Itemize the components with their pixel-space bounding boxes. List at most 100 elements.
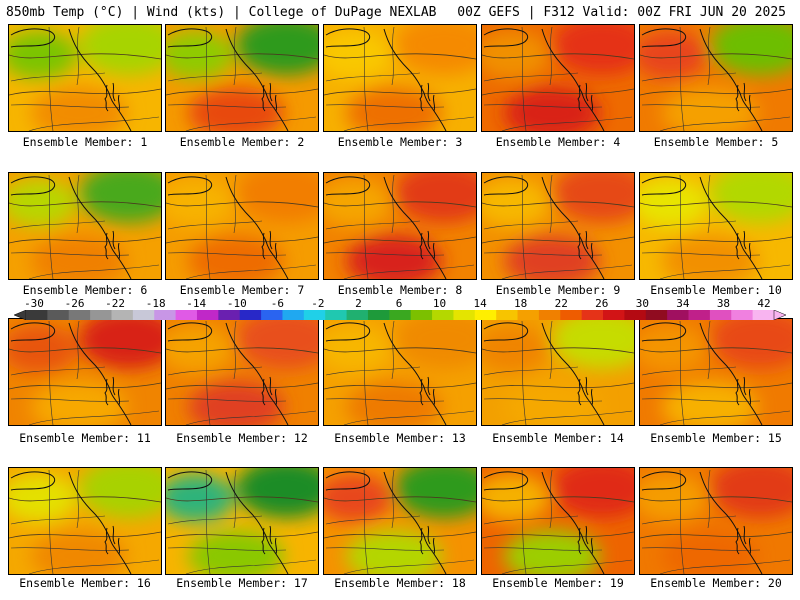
lake-outline xyxy=(10,471,56,491)
state-border xyxy=(233,174,237,234)
state-border xyxy=(483,366,579,376)
member-caption: Ensemble Member: 3 xyxy=(337,135,463,149)
lake-outline xyxy=(641,471,687,491)
temperature-map xyxy=(640,173,792,279)
colorbar-segment xyxy=(218,310,241,320)
height-contour xyxy=(324,201,476,208)
temp-anomaly-region xyxy=(662,530,758,574)
state-border xyxy=(659,559,791,574)
temperature-map xyxy=(9,468,161,574)
colorbar-segment xyxy=(752,310,775,320)
state-border xyxy=(205,174,211,279)
colorbar-segment xyxy=(453,310,476,320)
height-contour xyxy=(324,382,476,390)
member-caption: Ensemble Member: 2 xyxy=(179,135,305,149)
coastline xyxy=(383,176,447,279)
height-contour xyxy=(324,53,476,60)
colorbar-segment xyxy=(261,310,283,320)
member-caption: Ensemble Member: 12 xyxy=(176,431,308,445)
coastline xyxy=(104,82,121,112)
height-contour xyxy=(166,53,318,60)
map-panel-member-3 xyxy=(323,24,477,132)
state-border xyxy=(521,320,527,425)
coastline xyxy=(68,322,132,425)
state-border xyxy=(10,398,130,402)
height-contour xyxy=(166,201,318,208)
height-contour xyxy=(9,347,161,354)
height-contour xyxy=(9,531,161,539)
state-border xyxy=(325,252,445,256)
coastline xyxy=(261,376,278,406)
temp-anomaly-region xyxy=(662,381,758,425)
colorbar-segment xyxy=(325,310,348,320)
colorbar-segment xyxy=(367,310,390,320)
colorbar-segment xyxy=(709,310,732,320)
member-caption: Ensemble Member: 5 xyxy=(653,135,779,149)
state-border xyxy=(391,320,395,380)
state-border xyxy=(549,469,553,529)
height-contour xyxy=(482,88,634,96)
temp-anomaly-region xyxy=(79,25,161,75)
map-panel-member-10 xyxy=(639,172,793,280)
colorbar-segment xyxy=(560,310,583,320)
temp-anomaly-region xyxy=(504,87,600,131)
lake-outline xyxy=(325,176,371,196)
state-border xyxy=(167,547,287,551)
colorbar-tick-label: 42 xyxy=(757,297,771,310)
map-panel-member-7 xyxy=(165,172,319,280)
coastline xyxy=(699,176,763,279)
temp-anomaly-region xyxy=(188,530,284,574)
temp-anomaly-region xyxy=(236,319,318,369)
temp-anomaly-region xyxy=(79,173,161,223)
colorbar-segment xyxy=(538,310,561,320)
state-border xyxy=(10,547,130,551)
state-border xyxy=(167,366,263,376)
temperature-map xyxy=(324,319,476,425)
state-border xyxy=(641,547,761,551)
map-panel-member-6 xyxy=(8,172,162,280)
height-contour xyxy=(9,53,161,60)
height-contour xyxy=(324,347,476,354)
coastline xyxy=(541,28,605,131)
temp-anomaly-region xyxy=(236,468,318,518)
state-border xyxy=(679,320,685,425)
state-border xyxy=(483,104,603,108)
member-caption: Ensemble Member: 14 xyxy=(492,431,624,445)
state-border xyxy=(363,174,369,279)
state-border xyxy=(501,410,633,425)
state-border xyxy=(391,26,395,86)
colorbar-segment xyxy=(474,310,497,320)
state-border xyxy=(679,469,685,574)
temperature-map xyxy=(640,25,792,131)
height-contour xyxy=(640,201,792,208)
colorbar-segment xyxy=(645,310,668,320)
coastline xyxy=(68,471,132,574)
temperature-map xyxy=(482,173,634,279)
height-contour xyxy=(324,496,476,503)
coastline xyxy=(419,82,436,112)
map-panel-member-8 xyxy=(323,172,477,280)
state-border xyxy=(659,410,791,425)
member-caption: Ensemble Member: 15 xyxy=(650,431,782,445)
state-border xyxy=(483,398,603,402)
state-border xyxy=(707,174,711,234)
state-border xyxy=(641,252,761,256)
state-border xyxy=(167,104,287,108)
temp-anomaly-region xyxy=(640,31,708,79)
height-contour xyxy=(482,236,634,244)
state-border xyxy=(325,547,445,551)
state-border xyxy=(233,469,237,529)
coastline xyxy=(577,376,594,406)
colorbar-segment xyxy=(624,310,647,320)
coastline xyxy=(225,28,289,131)
lake-outline xyxy=(167,322,213,342)
coastline xyxy=(577,82,594,112)
temp-anomaly-region xyxy=(662,235,758,279)
coastline xyxy=(735,376,752,406)
temperature-map xyxy=(482,319,634,425)
lake-outline xyxy=(167,176,213,196)
temperature-map xyxy=(9,319,161,425)
member-caption: Ensemble Member: 6 xyxy=(22,283,148,297)
colorbar-tick-label: -2 xyxy=(311,297,325,310)
temp-anomaly-region xyxy=(640,325,708,373)
